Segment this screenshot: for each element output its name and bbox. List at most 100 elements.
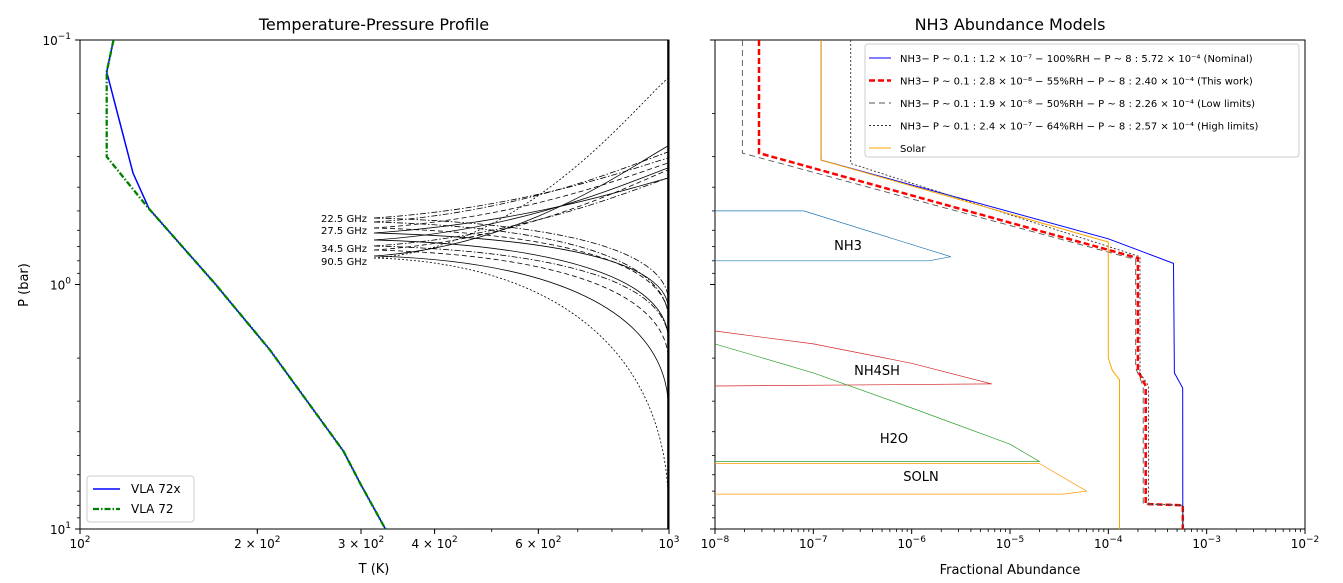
left-legend: VLA 72x VLA 72 (86, 475, 195, 523)
left-x-tick-label: 4 × 102 (411, 535, 457, 551)
right-legend: NH3− P ~ 0.1 : 1.2 × 10⁻⁷ − 100%RH − P ~… (864, 43, 1300, 158)
left-legend-label: VLA 72 (131, 502, 173, 516)
weighting-curve-upper (373, 177, 669, 234)
left-x-axis-label: T (K) (358, 562, 390, 577)
cloud-upper-boundary (715, 463, 1087, 492)
right-x-tick-label: 10−7 (799, 535, 828, 551)
weighting-curve-lower (373, 227, 669, 313)
temperature-pressure-panel: Temperature-Pressure Profile T (K) P (ba… (17, 15, 680, 577)
left-x-tick-label-base: 10 (69, 537, 84, 551)
right-x-tick-label-exp: −6 (913, 535, 927, 545)
left-y-axis-label: P (bar) (17, 263, 32, 307)
left-chart-title: Temperature-Pressure Profile (258, 15, 489, 34)
right-chart-title: NH3 Abundance Models (915, 15, 1106, 34)
left-y-tick-label-base: 10 (50, 279, 65, 293)
right-x-tick-label-exp: −5 (1011, 535, 1024, 545)
right-x-axis-label: Fractional Abundance (940, 563, 1081, 578)
cloud-upper-boundary (714, 343, 1040, 462)
left-x-tick-label-base: 10 (658, 537, 673, 551)
right-x-tick-label-base: 10 (1094, 537, 1109, 551)
cloud-lower-boundary (715, 490, 1087, 495)
right-legend-box (864, 43, 1300, 158)
cloud-lower-boundary (715, 256, 951, 262)
weighting-curve-lower (373, 221, 669, 314)
right-x-tick-label-exp: −8 (716, 535, 730, 545)
weighting-curve-lower (373, 257, 669, 493)
weighting-curve-upper (373, 157, 669, 219)
left-x-tick-label-exp: 2 (452, 535, 458, 545)
left-y-tick-label-base: 10 (50, 523, 65, 537)
weighting-curve-upper (373, 77, 669, 259)
left-y-tick-label: 100 (50, 277, 71, 293)
right-series-line-4 (850, 40, 1184, 529)
right-x-tick-label-exp: −3 (1208, 535, 1221, 545)
cloud-region-label: NH4SH (854, 364, 900, 379)
weighting-curve-upper (373, 145, 669, 257)
weighting-curve-upper (373, 169, 669, 251)
left-x-tick-label: 102 (69, 535, 90, 551)
left-y-tick-label-exp: −1 (58, 32, 71, 42)
weighting-curve-lower (373, 232, 669, 305)
left-series-line-1 (105, 39, 387, 530)
right-legend-label: NH3− P ~ 0.1 : 1.2 × 10⁻⁷ − 100%RH − P ~… (900, 54, 1253, 65)
left-x-tick-label-base: 3 × 10 (338, 537, 379, 551)
cloud-upper-boundary (715, 210, 951, 258)
left-x-tick-label-base: 4 × 10 (411, 537, 452, 551)
right-x-tick-label: 10−4 (1094, 535, 1123, 551)
left-x-tick-label-base: 2 × 10 (234, 537, 275, 551)
right-x-tick-label-base: 10 (996, 537, 1011, 551)
right-series-line-5 (820, 40, 1120, 529)
right-series-line-3 (741, 40, 1184, 529)
left-legend-label: VLA 72x (131, 482, 181, 496)
right-legend-label: NH3− P ~ 0.1 : 1.9 × 10⁻⁸ − 50%RH − P ~ … (900, 99, 1255, 110)
cloud-region-label: H2O (880, 432, 908, 447)
right-plot-area: 10−8 10−7 10−6 10−5 10−4 10−3 10−2NH3NH4SHH2OS… (701, 39, 1320, 551)
cloud-region-label: NH3 (834, 239, 862, 254)
left-x-tick-label-exp: 2 (556, 535, 562, 545)
left-y-tick-label-exp: 0 (65, 277, 71, 287)
left-y-tick-label-exp: 1 (65, 521, 71, 531)
left-y-tick-label: 101 (50, 521, 71, 537)
weighting-function-curves (373, 40, 669, 529)
right-x-tick-label: 10−2 (1291, 535, 1320, 551)
right-x-tick-label-exp: −7 (814, 535, 827, 545)
weighting-curve-upper (373, 162, 669, 229)
right-x-tick-label-base: 10 (1192, 537, 1207, 551)
frequency-label: 90.5 GHz (321, 257, 367, 268)
right-x-tick-label: 10−8 (701, 535, 730, 551)
left-x-tick-label-exp: 2 (85, 535, 91, 545)
cloud-lower-boundary (714, 383, 992, 387)
left-x-tick-label-base: 6 × 10 (515, 537, 556, 551)
weighting-curve-lower (373, 239, 669, 334)
left-x-tick-label: 103 (658, 535, 679, 551)
right-legend-label: Solar (900, 144, 926, 155)
left-x-tick-label-exp: 3 (674, 535, 680, 545)
cloud-region-label: SOLN (903, 470, 938, 485)
left-series-line-2 (105, 39, 387, 530)
right-x-tick-label: 10−5 (996, 535, 1025, 551)
weighting-curve-lower (373, 249, 669, 355)
left-x-tick-label: 2 × 102 (234, 535, 280, 551)
frequency-label: 27.5 GHz (321, 226, 367, 237)
left-frame (79, 39, 670, 530)
cloud-upper-boundary (714, 330, 992, 385)
left-x-tick-label-exp: 2 (378, 535, 384, 545)
left-x-tick-label: 3 × 102 (338, 535, 384, 551)
left-y-tick-label-base: 10 (42, 34, 57, 48)
right-legend-label: NH3− P ~ 0.1 : 2.4 × 10⁻⁷ − 64%RH − P ~ … (900, 122, 1258, 133)
left-legend-box (86, 475, 195, 523)
right-x-tick-label-base: 10 (701, 537, 716, 551)
right-x-tick-label-exp: −2 (1306, 535, 1319, 545)
nh3-abundance-panel: NH3 Abundance Models Fractional Abundanc… (701, 15, 1320, 578)
right-x-tick-label-base: 10 (799, 537, 814, 551)
weighting-curve-lower (373, 255, 669, 400)
right-x-tick-label-exp: −4 (1109, 535, 1123, 545)
left-x-tick-label: 6 × 102 (515, 535, 561, 551)
frequency-label: 34.5 GHz (321, 244, 367, 255)
right-x-tick-label: 10−3 (1192, 535, 1221, 551)
weighting-curve-upper (373, 151, 669, 223)
right-x-tick-label-base: 10 (897, 537, 912, 551)
left-plot-area: 102 2 × 102 3 × 102 4 × 102 6 × 102 10310−110… (42, 32, 679, 551)
right-x-tick-label: 10−6 (897, 535, 926, 551)
weighting-curve-lower (373, 245, 669, 335)
